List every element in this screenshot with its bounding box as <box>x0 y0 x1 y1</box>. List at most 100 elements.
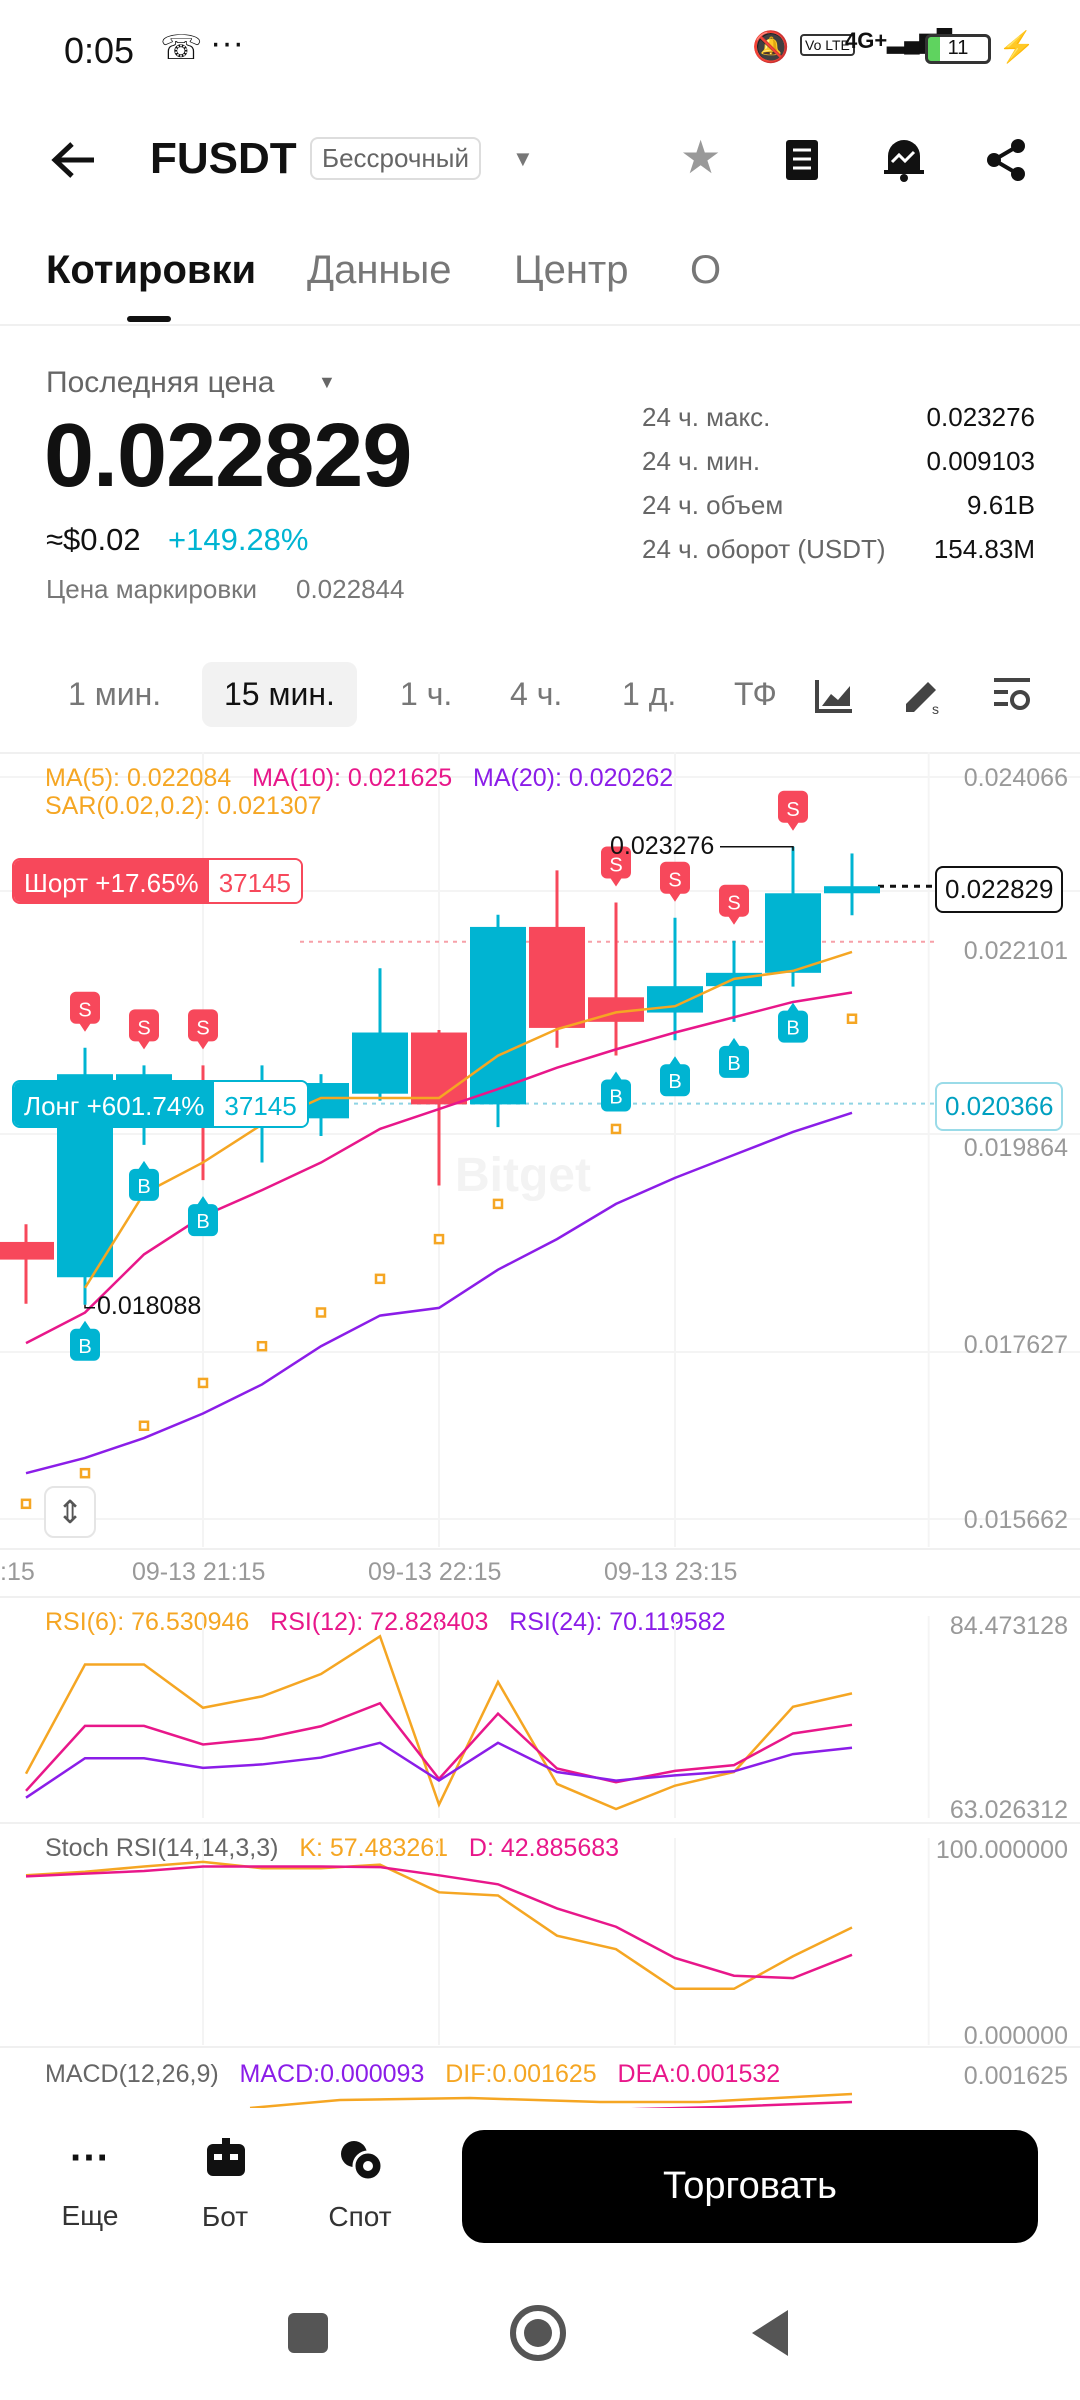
trade-button[interactable]: Торговать <box>462 2130 1038 2243</box>
expand-chart-icon[interactable]: ⇕ <box>44 1486 96 1538</box>
buy-marker-label: B <box>786 1018 799 1040</box>
sell-marker-pointer <box>79 1022 91 1032</box>
draw-tool-icon[interactable]: s <box>902 674 944 716</box>
timeframe-1m[interactable]: 1 мин. <box>68 676 162 712</box>
contract-type-badge[interactable]: Бессрочный <box>310 137 481 180</box>
buy-marker-pointer <box>728 1037 740 1047</box>
buy-marker-label: B <box>609 1086 622 1108</box>
candle <box>529 870 585 1048</box>
recent-apps-button[interactable] <box>288 2313 328 2353</box>
macd-lines <box>249 2092 853 2110</box>
last-price-tag: 0.022829 <box>935 866 1064 913</box>
buy-marker-bg <box>601 1079 631 1112</box>
candle-body <box>529 926 585 1028</box>
macd-title: MACD(12,26,9) <box>45 2060 219 2088</box>
buy-marker-label: B <box>727 1053 740 1075</box>
sell-marker: S <box>660 861 690 902</box>
buy-marker-pointer <box>79 1320 91 1330</box>
rsi-chart <box>24 1616 930 1818</box>
timeframe-15m[interactable]: 15 мин. <box>202 662 357 727</box>
tab-about[interactable]: О <box>690 248 722 292</box>
bottom-toolbar: ··· Еще Бот Спот Торговать <box>0 2108 1080 2288</box>
candle-body <box>470 926 526 1105</box>
more-button[interactable]: ··· Еще <box>30 2138 150 2232</box>
rsi-line-2 <box>25 1741 853 1799</box>
candle-body <box>352 1032 408 1094</box>
timeframe-more[interactable]: ТФ <box>734 676 777 712</box>
sell-marker-pointer <box>787 821 799 831</box>
home-button[interactable] <box>510 2305 566 2361</box>
sar-dot <box>256 1340 268 1352</box>
macd-legend: MACD(12,26,9) MACD:0.000093 DIF:0.001625… <box>45 2060 780 2089</box>
macd-value: MACD:0.000093 <box>239 2060 425 2088</box>
buy-marker-label: B <box>78 1336 91 1358</box>
stoch-d-legend: D: 42.885683 <box>468 1834 620 1862</box>
symbol-title[interactable]: FUSDT <box>150 134 297 183</box>
stat-value: 154.83M <box>933 534 1035 564</box>
candle <box>352 968 408 1101</box>
bitget-watermark: Bitget <box>455 1149 591 1202</box>
time-axis-label: 09-13 22:15 <box>368 1558 502 1586</box>
dea-value: DEA:0.001532 <box>617 2060 781 2088</box>
back-button[interactable] <box>748 2308 792 2358</box>
status-bar: 0:05 ☏ ··· 🔕 Vo LTE 4G+▂▄▆█ 11 ⚡ <box>0 0 1080 100</box>
notebook-icon[interactable] <box>784 138 820 182</box>
indicator-chart-icon[interactable] <box>814 678 854 714</box>
stoch-chart <box>25 1838 930 2045</box>
stat-label: 24 ч. мин. <box>642 446 761 476</box>
price-axis-label: 0.015662 <box>963 1506 1068 1534</box>
buy-marker-label: B <box>137 1176 150 1198</box>
volte-icon: Vo LTE <box>800 34 855 56</box>
rsi-legend: RSI(6): 76.530946 RSI(12): 72.828403 RSI… <box>45 1608 726 1637</box>
ma5-line <box>83 950 853 1289</box>
star-icon[interactable]: ★ <box>680 131 722 183</box>
candle <box>824 853 880 916</box>
rsi-line-1 <box>25 1701 853 1792</box>
sell-marker-label: S <box>137 1017 150 1039</box>
buy-marker-bg <box>70 1328 100 1361</box>
price-alert-icon[interactable] <box>882 136 926 182</box>
stoch-title: Stoch RSI(14,14,3,3) <box>45 1834 279 1862</box>
stoch-legend: Stoch RSI(14,14,3,3) K: 57.483261 D: 42.… <box>45 1834 619 1863</box>
tab-data[interactable]: Данные <box>307 248 452 292</box>
bot-button[interactable]: Бот <box>165 2138 285 2233</box>
stat-value: 0.023276 <box>926 402 1035 432</box>
short-position-label: Шорт +17.65% <box>14 860 209 902</box>
sar-dot <box>138 1420 150 1432</box>
buy-marker-pointer <box>197 1196 209 1206</box>
share-icon[interactable] <box>984 138 1028 182</box>
spot-button[interactable]: Спот <box>300 2138 420 2233</box>
stoch-k-legend: K: 57.483261 <box>299 1834 449 1862</box>
candle <box>647 917 703 1041</box>
candlestick-chart[interactable]: S B S B S B S B S B S B S B <box>0 752 1080 1752</box>
tab-center[interactable]: Центр <box>514 248 629 292</box>
sar-dot <box>433 1233 445 1245</box>
spot-label: Спот <box>328 2201 392 2232</box>
buy-marker-pointer <box>787 1002 799 1012</box>
buy-marker-bg <box>129 1168 159 1201</box>
buy-marker: B <box>129 1160 159 1201</box>
timeframe-1h[interactable]: 1 ч. <box>400 676 453 712</box>
bot-icon <box>207 2138 245 2176</box>
chart-settings-icon[interactable] <box>992 676 1032 714</box>
dif-line <box>249 2092 853 2110</box>
chevron-down-icon[interactable]: ▼ <box>512 146 534 171</box>
last-price-label[interactable]: Последняя цена <box>46 366 275 399</box>
time-axis-label: 09-13 21:15 <box>132 1558 266 1586</box>
low-price-label: 0.018088 <box>97 1292 202 1320</box>
buy-marker-label: B <box>668 1071 681 1093</box>
long-position-tag[interactable]: Лонг +601.74% 37145 <box>12 1080 309 1128</box>
timeframe-4h[interactable]: 4 ч. <box>510 676 563 712</box>
stat-value: 0.009103 <box>926 446 1035 476</box>
caret-down-icon[interactable]: ▼ <box>318 372 336 392</box>
stoch-line-0 <box>25 1860 853 1991</box>
stoch-line-1 <box>25 1865 853 1980</box>
ma10-line <box>25 991 853 1345</box>
back-arrow-icon[interactable] <box>50 140 96 180</box>
timeframe-1d[interactable]: 1 д. <box>622 676 677 712</box>
candle <box>470 914 526 1128</box>
short-position-tag[interactable]: Шорт +17.65% 37145 <box>12 858 303 904</box>
tab-quotes[interactable]: Котировки <box>46 248 257 292</box>
rsi6-legend: RSI(6): 76.530946 <box>45 1608 250 1636</box>
sar-dot <box>846 1013 858 1024</box>
